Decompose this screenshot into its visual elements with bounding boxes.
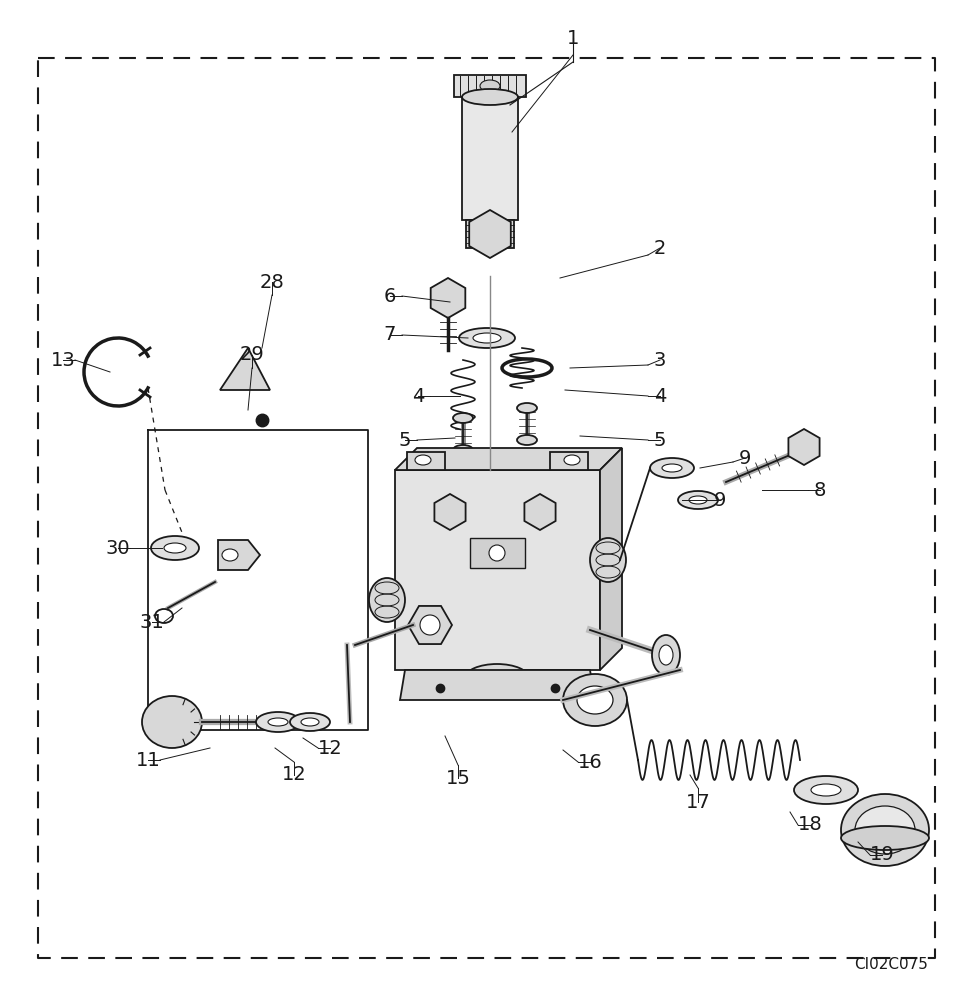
Ellipse shape — [662, 464, 682, 472]
Ellipse shape — [256, 712, 300, 732]
Ellipse shape — [841, 794, 929, 866]
Ellipse shape — [659, 645, 673, 665]
Polygon shape — [434, 494, 466, 530]
Ellipse shape — [794, 776, 858, 804]
Ellipse shape — [268, 718, 288, 726]
Text: 13: 13 — [51, 351, 76, 369]
Text: 19: 19 — [870, 846, 894, 864]
Ellipse shape — [142, 696, 202, 748]
Ellipse shape — [290, 713, 330, 731]
Text: 4: 4 — [654, 386, 666, 406]
Bar — [466, 220, 514, 248]
Polygon shape — [788, 429, 819, 465]
Text: 3: 3 — [654, 351, 666, 369]
Bar — [470, 538, 525, 568]
Text: 5: 5 — [654, 430, 666, 450]
Ellipse shape — [369, 578, 405, 622]
Polygon shape — [395, 448, 622, 470]
Text: 1: 1 — [567, 28, 579, 47]
Text: 30: 30 — [106, 538, 130, 558]
Text: 18: 18 — [798, 816, 822, 834]
Polygon shape — [600, 448, 622, 670]
Ellipse shape — [489, 545, 505, 561]
Polygon shape — [407, 452, 445, 470]
Ellipse shape — [301, 718, 319, 726]
Ellipse shape — [590, 538, 626, 582]
Ellipse shape — [517, 403, 537, 413]
Ellipse shape — [841, 826, 929, 850]
Text: CI02C075: CI02C075 — [854, 957, 928, 972]
Text: 5: 5 — [399, 430, 411, 450]
Ellipse shape — [151, 536, 199, 560]
Bar — [462, 97, 518, 220]
Text: 6: 6 — [384, 286, 397, 306]
Ellipse shape — [689, 496, 707, 504]
Ellipse shape — [811, 784, 841, 796]
Text: 17: 17 — [685, 792, 711, 812]
Ellipse shape — [453, 445, 473, 455]
Ellipse shape — [577, 686, 613, 714]
Polygon shape — [408, 606, 452, 644]
Ellipse shape — [473, 333, 501, 343]
Ellipse shape — [222, 549, 238, 561]
Bar — [454, 75, 526, 97]
Polygon shape — [400, 670, 595, 700]
Polygon shape — [395, 470, 600, 670]
Text: 9: 9 — [739, 448, 751, 468]
Polygon shape — [220, 348, 270, 390]
Ellipse shape — [652, 635, 680, 675]
Ellipse shape — [164, 543, 186, 553]
Ellipse shape — [650, 458, 694, 478]
Text: 9: 9 — [713, 490, 726, 510]
Ellipse shape — [563, 674, 627, 726]
Text: 4: 4 — [412, 386, 424, 406]
Ellipse shape — [678, 491, 718, 509]
Ellipse shape — [855, 806, 915, 854]
Ellipse shape — [415, 455, 431, 465]
Ellipse shape — [564, 455, 580, 465]
Polygon shape — [218, 540, 260, 570]
Text: 29: 29 — [240, 346, 264, 364]
Text: 11: 11 — [136, 750, 160, 770]
Ellipse shape — [517, 435, 537, 445]
Ellipse shape — [453, 413, 473, 423]
Ellipse shape — [459, 328, 515, 348]
Text: 7: 7 — [384, 326, 397, 344]
Text: 2: 2 — [654, 238, 666, 257]
Text: 8: 8 — [814, 481, 826, 499]
Text: 12: 12 — [318, 738, 342, 758]
Text: 15: 15 — [445, 768, 470, 788]
Ellipse shape — [420, 615, 440, 635]
Polygon shape — [469, 210, 510, 258]
Polygon shape — [550, 452, 588, 470]
Text: 16: 16 — [577, 752, 603, 772]
Text: 28: 28 — [260, 272, 285, 292]
Polygon shape — [431, 278, 466, 318]
Text: 12: 12 — [282, 766, 306, 784]
Ellipse shape — [465, 664, 529, 692]
Polygon shape — [525, 494, 556, 530]
Ellipse shape — [462, 89, 518, 105]
Text: 31: 31 — [140, 612, 164, 632]
Ellipse shape — [480, 80, 500, 92]
